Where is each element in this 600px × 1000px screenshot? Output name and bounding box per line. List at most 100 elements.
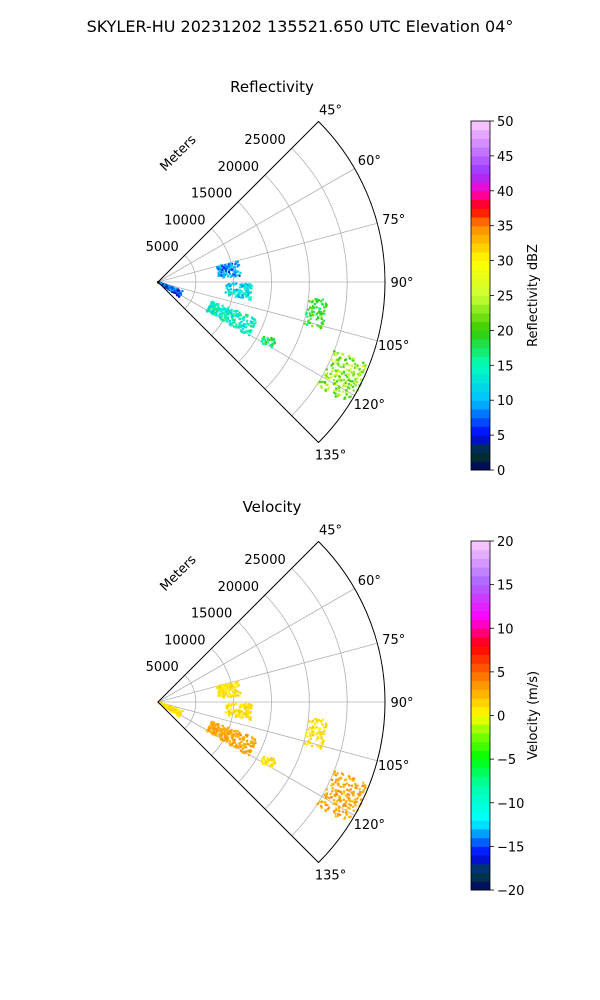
echo-gate	[214, 303, 217, 306]
echo-gate	[337, 777, 341, 780]
echo-gate	[244, 293, 247, 296]
echo-gate	[224, 264, 227, 267]
echo-gate	[332, 799, 336, 802]
echo-gate	[352, 793, 355, 796]
echo-gate	[217, 725, 220, 728]
echo-gate	[211, 722, 214, 725]
echo-gate	[235, 323, 238, 326]
echo-gate	[355, 800, 358, 804]
echo-gate	[237, 714, 240, 717]
colorbar-segment	[471, 645, 490, 655]
echo-gate	[230, 694, 233, 697]
echo-gate	[324, 803, 327, 807]
echo-gate	[353, 786, 357, 789]
echo-gate	[333, 773, 336, 776]
echo-gate	[228, 319, 232, 322]
echo-gate	[327, 376, 330, 380]
echo-gate	[242, 317, 245, 320]
echo-gate	[343, 383, 347, 387]
colorbar-tick-label: 25	[497, 290, 514, 305]
echo-gate	[238, 324, 241, 327]
echo-gate	[271, 339, 274, 342]
echo-gate	[358, 371, 362, 374]
colorbar-segment	[471, 199, 490, 209]
azimuth-gridline	[157, 281, 355, 396]
echo-gate	[222, 276, 225, 279]
colorbar-tick-label: 40	[497, 185, 514, 200]
echo-gate	[220, 271, 223, 274]
colorbar-segment	[471, 426, 490, 436]
echo-gate	[320, 736, 323, 739]
echo-gate	[224, 317, 227, 320]
echo-gate	[211, 307, 214, 310]
azimuth-gridline	[157, 701, 355, 816]
echo-gate	[315, 299, 318, 302]
echo-gate	[335, 373, 339, 376]
echo-gate	[211, 729, 214, 732]
echo-gate	[348, 789, 351, 792]
echo-gate	[325, 372, 328, 376]
echo-gate	[210, 305, 213, 308]
echo-gate	[246, 295, 250, 298]
echo-gate	[327, 806, 331, 809]
range-tick-label: 20000	[218, 580, 259, 595]
echo-gate	[245, 750, 249, 753]
echo-gate	[315, 298, 319, 301]
echo-gate	[221, 739, 225, 742]
echo-gate	[311, 310, 314, 313]
echo-gate	[320, 380, 323, 383]
echo-gate	[237, 289, 240, 292]
echo-gate	[232, 290, 235, 293]
range-tick-label: 20000	[218, 160, 259, 175]
echo-gate	[361, 364, 364, 368]
echo-gate	[242, 316, 246, 319]
echo-gate	[311, 305, 315, 308]
echo-gate	[356, 784, 359, 787]
echo-gate	[228, 272, 231, 275]
echo-gate	[320, 316, 323, 319]
echo-gate	[341, 810, 345, 813]
echo-gate	[166, 707, 169, 710]
echo-gate	[213, 728, 216, 731]
echo-gate	[160, 702, 163, 705]
echo-gate	[225, 687, 228, 690]
echo-gate	[361, 791, 365, 794]
echo-gate	[249, 716, 252, 719]
echo-gate	[236, 729, 239, 733]
echo-gate	[218, 314, 221, 317]
echo-gate	[235, 680, 238, 683]
colorbar-segment	[471, 706, 490, 716]
echo-gate	[231, 741, 235, 744]
azimuth-gridline	[157, 222, 378, 283]
echo-gate	[245, 330, 249, 333]
echo-gate	[244, 743, 247, 746]
colorbar-segment	[471, 452, 490, 462]
echo-gate	[249, 745, 253, 748]
colorbar-segment	[471, 339, 490, 349]
echo-gate	[229, 267, 232, 270]
echo-gate	[238, 742, 242, 745]
echo-gate	[174, 290, 177, 293]
colorbar-segment	[471, 820, 490, 830]
echo-gate	[320, 805, 323, 808]
echo-gate	[323, 306, 326, 309]
echo-gate	[347, 364, 351, 367]
echo-gate	[338, 375, 341, 378]
echo-gate	[226, 284, 230, 288]
echo-gate	[234, 263, 237, 266]
echo-gate	[358, 373, 361, 376]
colorbar-segment	[471, 584, 490, 594]
echo-gate	[175, 291, 178, 294]
echo-gate	[270, 336, 273, 340]
echo-gate	[229, 742, 232, 745]
echo-gate	[222, 696, 225, 699]
echo-gate	[241, 331, 244, 334]
echo-gate	[305, 323, 309, 326]
echo-gate	[325, 792, 328, 796]
colorbar-tick-label: 35	[497, 220, 514, 235]
echo-gate	[228, 683, 231, 686]
echo-gate	[231, 737, 234, 740]
echo-gate	[309, 317, 312, 320]
colorbar-segment	[471, 164, 490, 174]
echo-gate	[311, 730, 314, 733]
